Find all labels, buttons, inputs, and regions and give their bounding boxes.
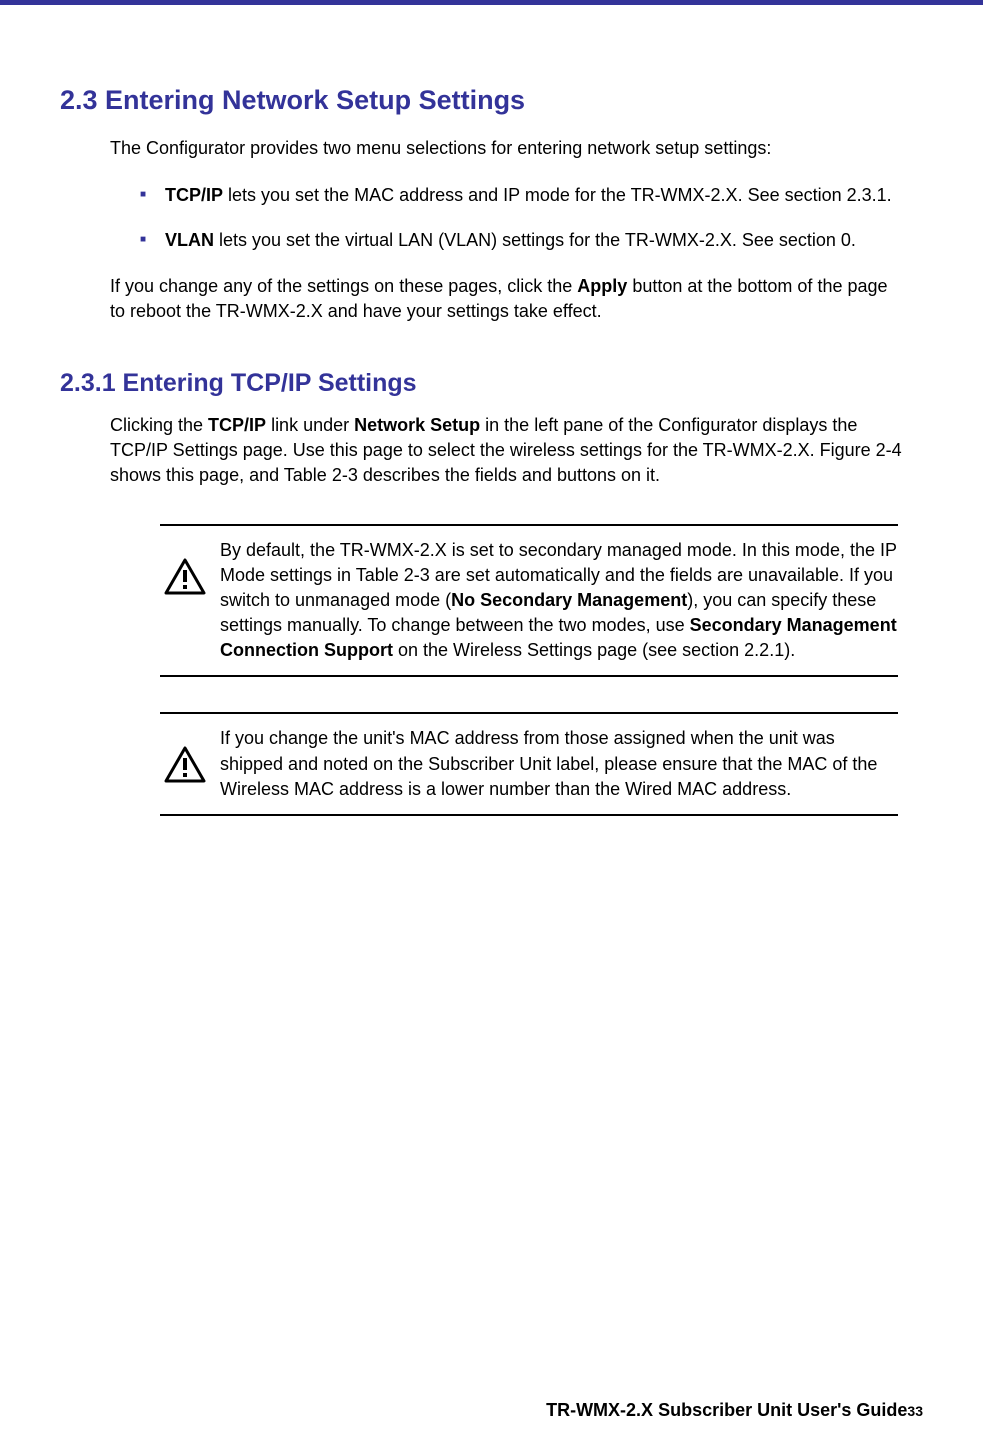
bullet-text: lets you set the virtual LAN (VLAN) sett… [214,230,856,250]
tcpip-bold: TCP/IP [208,415,266,435]
bullet-text: lets you set the MAC address and IP mode… [223,185,892,205]
footer: TR-WMX-2.X Subscriber Unit User's Guide3… [546,1400,923,1421]
bullet-bold: TCP/IP [165,185,223,205]
text-segment: link under [266,415,354,435]
footer-title: TR-WMX-2.X Subscriber Unit User's Guide [546,1400,907,1420]
document-content: 2.3 Entering Network Setup Settings The … [0,5,983,816]
text-segment: on the Wireless Settings page (see secti… [393,640,795,660]
callout-text-2: If you change the unit's MAC address fro… [210,726,898,802]
text-pre: If you change any of the settings on the… [110,276,577,296]
page-number: 33 [907,1403,923,1419]
text-segment: Clicking the [110,415,208,435]
network-setup-bold: Network Setup [354,415,480,435]
bullet-list: TCP/IP lets you set the MAC address and … [140,183,903,253]
callout-text-1: By default, the TR-WMX-2.X is set to sec… [210,538,898,664]
warning-callout-2: If you change the unit's MAC address fro… [160,712,898,816]
warning-callout-1: By default, the TR-WMX-2.X is set to sec… [160,524,898,678]
subsection-heading-2-3-1: 2.3.1 Entering TCP/IP Settings [60,369,923,398]
bullet-bold: VLAN [165,230,214,250]
no-secondary-bold: No Secondary Management [451,590,687,610]
bullet-item-vlan: VLAN lets you set the virtual LAN (VLAN)… [140,228,903,253]
bullet-item-tcpip: TCP/IP lets you set the MAC address and … [140,183,903,208]
apply-bold: Apply [577,276,627,296]
intro-paragraph: The Configurator provides two menu selec… [110,136,903,161]
tcpip-paragraph: Clicking the TCP/IP link under Network S… [110,413,903,489]
section-heading-2-3: 2.3 Entering Network Setup Settings [60,85,923,116]
warning-icon [160,538,210,596]
warning-icon [160,726,210,784]
apply-paragraph: If you change any of the settings on the… [110,274,903,324]
